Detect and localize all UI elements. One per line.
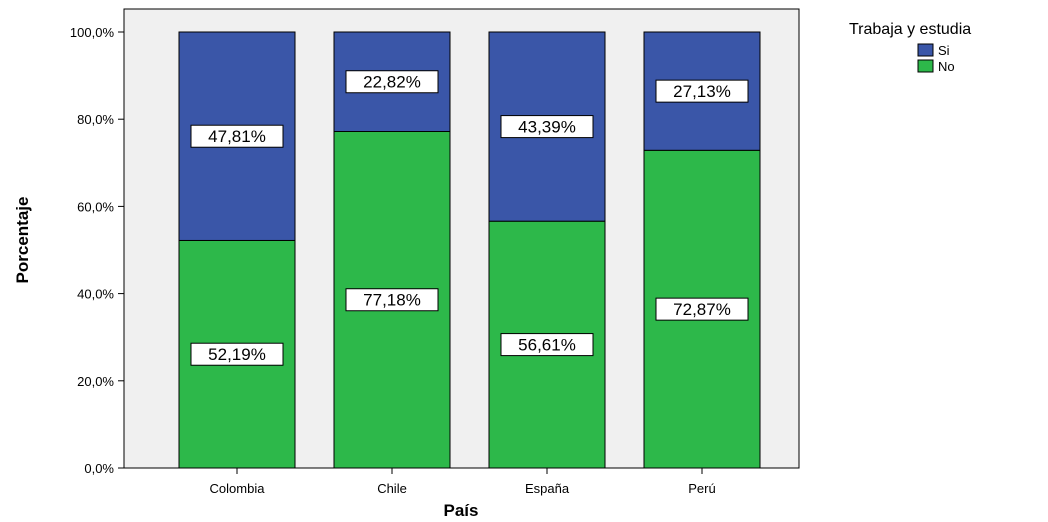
data-label-no-0: 52,19% [190,342,284,366]
legend-swatch-si [917,43,934,57]
legend-swatch-no [917,59,934,73]
data-labels-layer: 52,19% 47,81% 77,18% 22,82% 56,61% 43,39% 72,8… [190,70,749,366]
y-tick-label: 80,0% [77,112,114,127]
data-label-si-2: 43,39% [500,115,594,139]
x-tick-label: Chile [377,481,407,496]
data-label-text: 56,61% [518,336,576,355]
data-label-no-1: 77,18% [345,288,439,312]
legend-title: Trabaja y estudia [849,21,971,38]
legend-label-no: No [938,59,955,74]
data-label-box [190,124,284,148]
data-label-box [345,70,439,94]
y-tick-label: 0,0% [84,461,114,476]
data-label-box [500,333,594,357]
data-label-text: 27,13% [673,82,731,101]
x-tick-label: Perú [688,481,715,496]
x-axis-title: País [444,501,479,520]
y-axis-title: Porcentaje [13,197,32,284]
data-label-box [345,288,439,312]
x-tick-label: Colombia [210,481,266,496]
data-label-box [655,79,749,103]
data-label-no-2: 56,61% [500,333,594,357]
data-label-text: 52,19% [208,345,266,364]
data-label-box [500,115,594,139]
data-label-text: 22,82% [363,73,421,92]
y-axis: 0,0% 20,0% 40,0% 60,0% 80,0% 100,0% [70,25,124,476]
legend-label-si: Si [938,43,950,58]
x-tick-label: España [525,481,570,496]
data-label-text: 72,87% [673,300,731,319]
x-axis: Colombia Chile España Perú [210,468,716,496]
data-label-box [655,297,749,321]
data-label-si-1: 22,82% [345,70,439,94]
y-tick-label: 40,0% [77,287,114,302]
y-tick-label: 100,0% [70,25,115,40]
data-label-text: 43,39% [518,118,576,137]
data-label-no-3: 72,87% [655,297,749,321]
data-label-si-3: 27,13% [655,79,749,103]
y-tick-label: 60,0% [77,199,114,214]
y-tick-label: 20,0% [77,374,114,389]
data-label-si-0: 47,81% [190,124,284,148]
data-label-box [190,342,284,366]
data-label-text: 47,81% [208,127,266,146]
data-label-text: 77,18% [363,291,421,310]
